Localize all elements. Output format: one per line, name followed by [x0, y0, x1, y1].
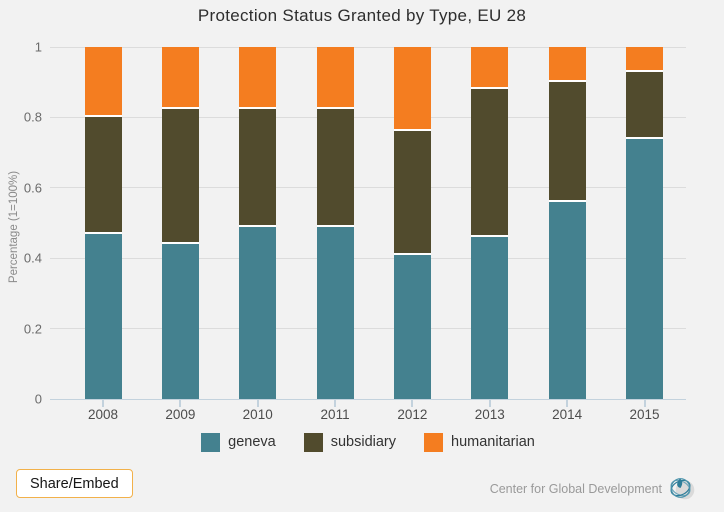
- bar-segment-humanitarian-2008[interactable]: [84, 47, 122, 118]
- bar-segment-geneva-2008[interactable]: [84, 233, 122, 399]
- bar-segment-humanitarian-2012[interactable]: [393, 47, 431, 132]
- legend-swatch-humanitarian: [424, 432, 444, 452]
- legend-item-geneva[interactable]: geneva: [201, 432, 276, 452]
- chart-title: Protection Status Granted by Type, EU 28: [197, 6, 527, 25]
- attribution: Center for Global Development: [490, 475, 697, 503]
- legend-item-humanitarian[interactable]: humanitarian: [424, 432, 535, 452]
- attribution-text: Center for Global Development: [489, 482, 662, 496]
- x-tick-mark: [334, 400, 337, 407]
- legend-label-geneva: geneva: [228, 434, 276, 450]
- gridline-y-1: [50, 46, 686, 48]
- y-tick-label: 1: [34, 39, 42, 55]
- x-tick-mark: [256, 400, 259, 407]
- gridline-y-0.4: [50, 257, 686, 259]
- x-tick-label-2010: 2010: [242, 407, 273, 422]
- bar-segment-humanitarian-2014[interactable]: [548, 47, 586, 83]
- bar-segment-subsidiary-2013[interactable]: [471, 89, 509, 238]
- x-tick-label-2011: 2011: [320, 407, 350, 422]
- bar-segment-geneva-2014[interactable]: [548, 201, 586, 399]
- x-tick-label-2013: 2013: [474, 407, 505, 422]
- y-tick-label: 0.2: [23, 321, 42, 337]
- x-tick-label-2015: 2015: [629, 407, 660, 422]
- bar-segment-geneva-2009[interactable]: [161, 244, 199, 399]
- x-tick-label-2012: 2012: [397, 407, 428, 422]
- bar-segment-subsidiary-2009[interactable]: [161, 108, 199, 245]
- bar-segment-humanitarian-2010[interactable]: [239, 47, 277, 109]
- bar-segment-humanitarian-2011[interactable]: [316, 47, 354, 109]
- gridline-y-0.6: [50, 187, 686, 189]
- bar-segment-humanitarian-2009[interactable]: [161, 47, 199, 109]
- y-tick-label: 0.8: [23, 109, 42, 125]
- bar-segment-subsidiary-2011[interactable]: [316, 108, 354, 227]
- bar-segment-subsidiary-2010[interactable]: [239, 108, 277, 227]
- x-tick-mark: [411, 400, 414, 407]
- x-tick-label-2009: 2009: [165, 407, 196, 422]
- y-tick-label: 0.6: [23, 180, 42, 196]
- bar-segment-subsidiary-2015[interactable]: [626, 71, 663, 139]
- bar-segment-subsidiary-2014[interactable]: [548, 82, 586, 202]
- legend-label-humanitarian: humanitarian: [451, 434, 535, 450]
- bar-segment-humanitarian-2013[interactable]: [471, 47, 509, 90]
- gridline-y-0.8: [50, 116, 686, 118]
- bar-segment-geneva-2013[interactable]: [471, 237, 509, 399]
- cgd-globe-logo: [670, 478, 695, 500]
- bar-segment-geneva-2015[interactable]: [626, 138, 663, 399]
- legend-swatch-geneva: [201, 432, 221, 452]
- x-tick-mark: [102, 400, 104, 407]
- x-tick-mark: [643, 400, 646, 407]
- bar-segment-subsidiary-2008[interactable]: [84, 117, 122, 234]
- legend: geneva subsidiary humanitarian: [50, 430, 686, 454]
- bar-segment-humanitarian-2015[interactable]: [626, 47, 663, 72]
- x-tick-mark: [179, 400, 182, 407]
- bar-segment-geneva-2012[interactable]: [393, 254, 431, 399]
- bar-segment-subsidiary-2012[interactable]: [393, 131, 431, 255]
- x-tick-label-2008: 2008: [87, 407, 119, 422]
- x-tick-mark: [488, 400, 491, 407]
- legend-swatch-subsidiary: [303, 432, 323, 452]
- bar-segment-geneva-2011[interactable]: [316, 226, 354, 399]
- x-tick-mark: [566, 400, 569, 407]
- legend-label-subsidiary: subsidiary: [330, 434, 397, 450]
- share-embed-button[interactable]: Share/Embed: [16, 469, 133, 498]
- x-tick-label-2014: 2014: [552, 407, 583, 422]
- plot-area: 0 0.2 0.4 0.6 0.8 1 2008 2009 2010 2011 2012 2013 20…: [24, 40, 686, 422]
- y-tick-label: 0.4: [23, 250, 42, 266]
- y-tick-label: 0: [34, 391, 42, 407]
- gridline-y-0.2: [50, 328, 686, 330]
- legend-item-subsidiary[interactable]: subsidiary: [303, 432, 397, 452]
- bar-segment-geneva-2010[interactable]: [239, 226, 277, 399]
